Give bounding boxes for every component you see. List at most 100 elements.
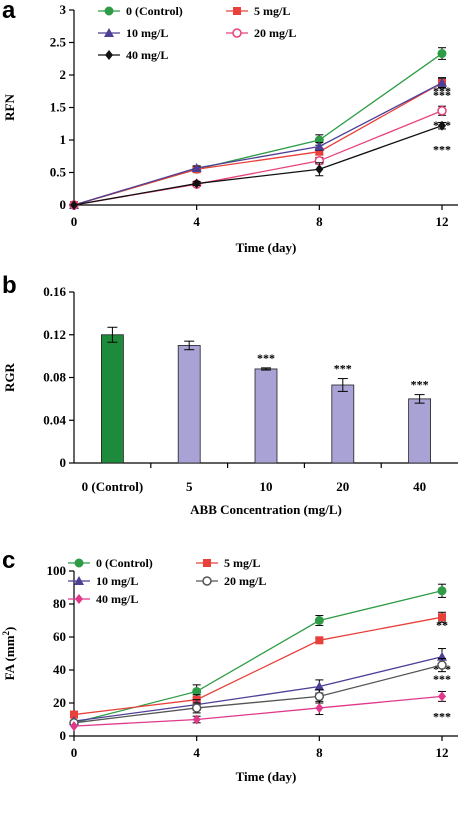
data-point xyxy=(437,660,447,670)
significance-mark: ** xyxy=(436,618,448,632)
data-point xyxy=(314,691,325,702)
data-point xyxy=(314,616,324,625)
significance-mark: *** xyxy=(433,672,451,686)
y-axis-label: RFN xyxy=(2,94,17,121)
y-axis-label: RGR xyxy=(2,362,17,392)
data-point xyxy=(315,636,324,645)
bar xyxy=(408,398,432,464)
x-axis-label: Time (day) xyxy=(236,769,297,784)
series-line xyxy=(73,656,443,722)
y-tick-label: 1 xyxy=(60,132,67,147)
x-axis-label: ABB Concentration (mg/L) xyxy=(190,502,342,517)
y-tick-label: 2 xyxy=(60,67,67,82)
data-point xyxy=(315,147,324,156)
significance-mark: *** xyxy=(433,88,451,102)
legend-label: 20 mg/L xyxy=(254,26,296,40)
legend-label: 20 mg/L xyxy=(224,574,266,588)
x-tick-label: 5 xyxy=(186,479,193,494)
data-point xyxy=(437,106,447,116)
x-tick-label: 40 xyxy=(413,479,426,494)
legend-marker xyxy=(105,50,113,60)
series-line xyxy=(73,125,443,206)
series-line xyxy=(73,82,443,206)
x-tick-label: 4 xyxy=(193,214,200,229)
x-tick-label: 8 xyxy=(316,214,323,229)
series-3: *** xyxy=(69,105,451,210)
x-tick-label: 8 xyxy=(316,745,323,760)
legend-marker xyxy=(74,576,84,585)
x-tick-label: 12 xyxy=(436,214,449,229)
legend-label: 40 mg/L xyxy=(126,48,168,62)
series-line xyxy=(73,695,443,727)
legend-marker xyxy=(232,28,242,38)
data-point xyxy=(191,162,202,172)
legend-label: 5 mg/L xyxy=(224,556,260,570)
y-tick-label: 0.16 xyxy=(43,284,66,299)
y-tick-label: 80 xyxy=(53,596,66,611)
data-point xyxy=(314,681,325,691)
panel-letter: c xyxy=(2,547,15,574)
y-tick-label: 0.12 xyxy=(43,327,66,342)
data-point xyxy=(70,721,78,732)
data-point xyxy=(192,178,201,189)
y-tick-label: 0.04 xyxy=(43,412,66,427)
x-tick-label: 0 xyxy=(71,745,78,760)
legend-label: 0 (Control) xyxy=(96,556,153,570)
bar xyxy=(101,334,124,464)
bar xyxy=(254,368,278,464)
data-point xyxy=(315,164,324,175)
y-tick-label: 3 xyxy=(60,2,67,17)
significance-mark: *** xyxy=(433,709,451,723)
y-tick-label: 1.5 xyxy=(50,100,67,115)
legend-label: 0 (Control) xyxy=(126,4,183,18)
significance-mark: *** xyxy=(433,84,451,98)
y-tick-label: 0.5 xyxy=(50,165,67,180)
legend-marker xyxy=(104,28,114,37)
panel-b: b 0 0.04 0.08 0.12 0.16 0 (Control) 5 10 *** 20 ***… xyxy=(2,272,458,517)
significance-mark: *** xyxy=(257,351,275,365)
data-point xyxy=(70,200,78,210)
panel-letter: a xyxy=(2,0,16,24)
y-tick-label: 40 xyxy=(53,662,66,677)
x-axis-label: Time (day) xyxy=(236,240,297,255)
data-point xyxy=(438,691,446,702)
legend-label: 5 mg/L xyxy=(254,4,290,18)
y-tick-label: 100 xyxy=(47,563,67,578)
data-point xyxy=(438,613,446,622)
legend: 0 (Control) 5 mg/L 10 mg/L 20 mg/L 40 mg/L xyxy=(68,556,266,606)
data-point xyxy=(437,586,447,596)
y-tick-label: 2.5 xyxy=(50,35,67,50)
data-point xyxy=(437,49,447,59)
significance-mark: *** xyxy=(433,143,451,157)
significance-mark: *** xyxy=(411,378,429,392)
y-axis-label: FA (mm2) xyxy=(1,627,17,681)
series-line xyxy=(73,616,443,716)
data-point xyxy=(70,710,78,719)
data-point xyxy=(315,702,324,713)
series-line xyxy=(73,590,443,724)
legend-marker xyxy=(75,594,83,604)
legend-marker xyxy=(104,6,114,16)
x-tick-label: 4 xyxy=(193,745,200,760)
legend: 0 (Control) 5 mg/L 10 mg/L 20 mg/L 40 mg/L xyxy=(98,4,296,62)
x-tick-label: 10 xyxy=(260,479,273,494)
data-point xyxy=(314,141,325,151)
legend-label: 10 mg/L xyxy=(126,26,168,40)
series-0 xyxy=(69,47,447,210)
data-point xyxy=(191,703,202,713)
y-tick-label: 20 xyxy=(53,695,66,710)
x-tick-label: 12 xyxy=(436,745,449,760)
legend-marker xyxy=(74,558,84,568)
series-line xyxy=(73,53,443,206)
series-4: *** xyxy=(70,690,451,732)
y-tick-label: 0.08 xyxy=(43,370,66,385)
y-tick-label: 0 xyxy=(60,728,67,743)
legend-marker xyxy=(203,559,211,567)
series-4: *** xyxy=(70,120,451,210)
series-line xyxy=(73,82,443,206)
legend-label: 40 mg/L xyxy=(96,592,138,606)
bar xyxy=(331,384,355,464)
